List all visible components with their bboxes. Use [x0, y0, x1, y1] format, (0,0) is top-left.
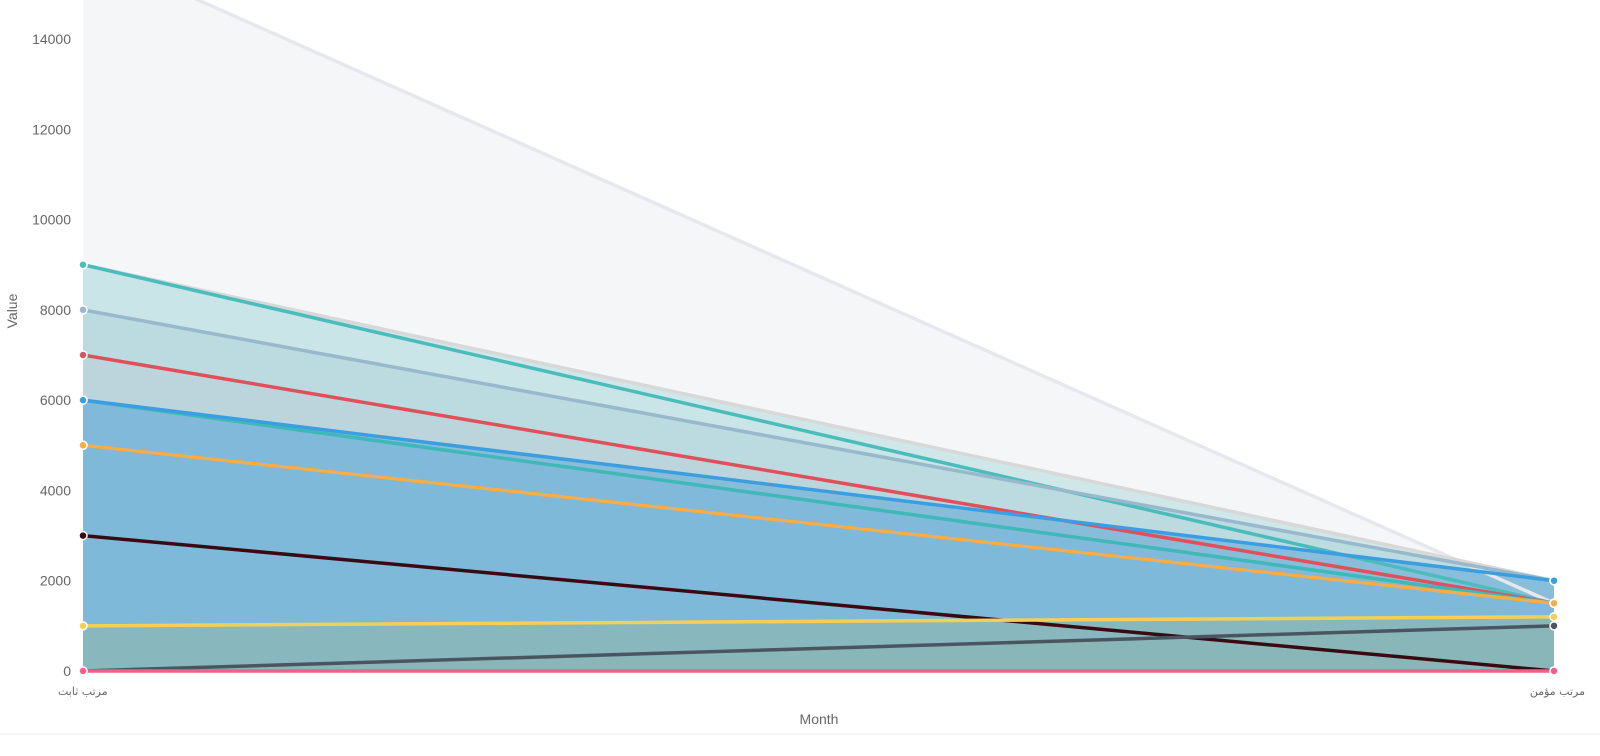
data-point-3-0: [78, 305, 88, 315]
y-tick-label: 10000: [32, 212, 71, 228]
y-axis-title: Value: [4, 293, 20, 328]
data-point-12-1: [1549, 666, 1559, 676]
data-point-12-0: [78, 666, 88, 676]
x-axis-title: Month: [800, 711, 839, 727]
y-tick-label: 8000: [40, 302, 71, 318]
x-category-label: مرتب مؤمن: [1530, 685, 1585, 698]
series-line-5: [81, 398, 1556, 606]
data-point-10-1: [1549, 612, 1559, 622]
series-line-8: [81, 443, 1556, 606]
data-point-2-0: [78, 259, 88, 270]
series-line-1: [81, 262, 1556, 583]
data-point-6-1: [1549, 575, 1559, 586]
series-line-6: [81, 398, 1556, 583]
area-layer: [83, 0, 1554, 671]
series-line-0: [193, 0, 1556, 606]
y-tick-label: 14000: [32, 31, 71, 47]
line-layer: [81, 0, 1556, 673]
data-point-4-0: [78, 350, 88, 360]
series-line-2: [81, 262, 1556, 606]
data-point-10-0: [78, 621, 88, 631]
x-category-label: مرتب ثابت: [58, 685, 108, 698]
series-line-9: [81, 533, 1556, 673]
data-point-6-0: [78, 395, 88, 405]
y-tick-label: 4000: [40, 482, 71, 498]
data-point-8-0: [78, 440, 88, 451]
data-point-9-0: [78, 530, 88, 541]
y-tick-label: 6000: [40, 392, 71, 408]
point-layer: [78, 259, 1559, 676]
data-point-8-1: [1549, 598, 1559, 609]
y-tick-label: 12000: [32, 121, 71, 137]
data-point-11-1: [1549, 621, 1559, 631]
series-line-4: [81, 353, 1556, 606]
y-tick-label: 0: [63, 663, 71, 679]
series-line-10: [81, 615, 1556, 628]
series-line-3: [81, 308, 1556, 583]
y-tick-label: 2000: [40, 573, 71, 589]
series-line-11: [81, 624, 1556, 673]
